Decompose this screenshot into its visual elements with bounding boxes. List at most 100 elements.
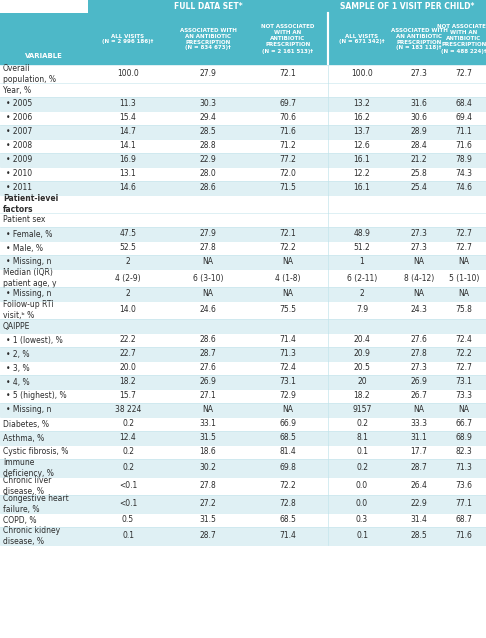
- Text: NA: NA: [282, 406, 294, 415]
- Text: <0.1: <0.1: [119, 500, 137, 508]
- Text: 27.6: 27.6: [200, 364, 216, 373]
- Text: 14.7: 14.7: [120, 128, 137, 137]
- Bar: [0, 361, 486, 375]
- Text: 16.9: 16.9: [120, 156, 137, 165]
- Text: 27.3: 27.3: [411, 70, 428, 78]
- Text: 78.9: 78.9: [455, 156, 472, 165]
- Bar: [0, 139, 486, 153]
- Bar: [0, 287, 486, 301]
- Text: • 2011: • 2011: [6, 184, 32, 193]
- Text: 15.4: 15.4: [120, 114, 137, 122]
- Text: <0.1: <0.1: [119, 482, 137, 491]
- Text: 30.6: 30.6: [411, 114, 428, 122]
- Text: 72.1: 72.1: [279, 230, 296, 239]
- Text: 73.6: 73.6: [455, 482, 472, 491]
- Text: 72.9: 72.9: [279, 392, 296, 401]
- Text: 17.7: 17.7: [411, 447, 428, 457]
- Text: 0.2: 0.2: [122, 463, 134, 473]
- Text: 27.3: 27.3: [411, 364, 428, 373]
- Text: 72.2: 72.2: [279, 244, 296, 253]
- Text: 68.9: 68.9: [455, 433, 472, 443]
- Text: 7.9: 7.9: [356, 306, 368, 315]
- Text: 73.1: 73.1: [279, 378, 296, 387]
- Text: 16.2: 16.2: [354, 114, 370, 122]
- Text: 72.4: 72.4: [455, 336, 472, 345]
- Text: 14.6: 14.6: [120, 184, 137, 193]
- Text: 22.9: 22.9: [411, 500, 427, 508]
- Text: 68.5: 68.5: [279, 433, 296, 443]
- Text: 75.5: 75.5: [279, 306, 296, 315]
- Text: 72.4: 72.4: [279, 364, 296, 373]
- Text: 22.9: 22.9: [200, 156, 216, 165]
- Text: • 2008: • 2008: [6, 142, 32, 151]
- Text: 14.1: 14.1: [120, 142, 137, 151]
- Text: 11.3: 11.3: [120, 100, 137, 108]
- Text: • 2007: • 2007: [6, 128, 32, 137]
- Text: 14.0: 14.0: [120, 306, 137, 315]
- Text: NA: NA: [458, 258, 469, 267]
- Text: 29.4: 29.4: [200, 114, 216, 122]
- Text: 72.2: 72.2: [456, 350, 472, 359]
- Bar: [0, 125, 486, 139]
- Bar: [0, 431, 486, 445]
- Text: 48.9: 48.9: [353, 230, 370, 239]
- Text: 27.1: 27.1: [200, 392, 216, 401]
- Text: 26.9: 26.9: [411, 378, 428, 387]
- Text: 71.5: 71.5: [279, 184, 296, 193]
- Text: 71.4: 71.4: [279, 336, 296, 345]
- Text: NA: NA: [282, 258, 294, 267]
- Bar: [0, 527, 486, 545]
- Text: 28.8: 28.8: [200, 142, 216, 151]
- Text: 72.7: 72.7: [455, 70, 472, 78]
- Text: 77.1: 77.1: [455, 500, 472, 508]
- Text: 31.5: 31.5: [200, 516, 216, 524]
- Text: 66.7: 66.7: [455, 420, 472, 429]
- Text: 71.6: 71.6: [279, 128, 296, 137]
- Text: 27.3: 27.3: [411, 230, 428, 239]
- Bar: [0, 301, 486, 319]
- Text: NA: NA: [458, 406, 469, 415]
- Text: 100.0: 100.0: [351, 70, 373, 78]
- Text: 24.6: 24.6: [200, 306, 216, 315]
- Text: VARIABLE: VARIABLE: [25, 53, 63, 59]
- Text: NA: NA: [414, 406, 424, 415]
- Text: 72.7: 72.7: [455, 244, 472, 253]
- Text: • 4, %: • 4, %: [6, 378, 30, 387]
- Text: 71.6: 71.6: [455, 531, 472, 540]
- Text: NOT ASSOCIATED
WITH AN
ANTIBIOTIC
PRESCRIPTION
(N = 2 161 513)†: NOT ASSOCIATED WITH AN ANTIBIOTIC PRESCR…: [261, 24, 315, 54]
- Text: 26.4: 26.4: [411, 482, 428, 491]
- Bar: [0, 319, 486, 333]
- Text: SAMPLE OF 1 VISIT PER CHILD*: SAMPLE OF 1 VISIT PER CHILD*: [340, 2, 474, 11]
- Text: 71.2: 71.2: [279, 142, 296, 151]
- Text: ASSOCIATED WITH
AN ANTIBIOTIC
PRESCRIPTION
(N = 834 673)†: ASSOCIATED WITH AN ANTIBIOTIC PRESCRIPTI…: [179, 27, 236, 50]
- Text: 33.3: 33.3: [411, 420, 428, 429]
- Text: 28.7: 28.7: [200, 350, 216, 359]
- Bar: [0, 389, 486, 403]
- Bar: [0, 195, 486, 213]
- Bar: [328, 0, 486, 13]
- Text: 18.2: 18.2: [120, 378, 136, 387]
- Text: 69.7: 69.7: [279, 100, 296, 108]
- Bar: [0, 269, 486, 287]
- Text: NA: NA: [203, 406, 213, 415]
- Text: 31.6: 31.6: [411, 100, 428, 108]
- Text: 2: 2: [360, 290, 364, 299]
- Text: 74.3: 74.3: [455, 170, 472, 179]
- Text: 28.7: 28.7: [200, 531, 216, 540]
- Text: 0.1: 0.1: [356, 447, 368, 457]
- Text: 28.4: 28.4: [411, 142, 427, 151]
- Text: 8.1: 8.1: [356, 433, 368, 443]
- Text: 66.9: 66.9: [279, 420, 296, 429]
- Text: 18.6: 18.6: [200, 447, 216, 457]
- Text: 28.0: 28.0: [200, 170, 216, 179]
- Text: NA: NA: [458, 290, 469, 299]
- Text: • Female, %: • Female, %: [6, 230, 52, 239]
- Text: • 2005: • 2005: [6, 100, 32, 108]
- Text: 38 224: 38 224: [115, 406, 141, 415]
- Text: 72.7: 72.7: [455, 230, 472, 239]
- Bar: [0, 445, 486, 459]
- Text: QAIPPE: QAIPPE: [3, 322, 30, 330]
- Text: 0.1: 0.1: [122, 531, 134, 540]
- Text: Immune
deficiency, %: Immune deficiency, %: [3, 458, 54, 478]
- Text: 4 (2-9): 4 (2-9): [115, 274, 141, 283]
